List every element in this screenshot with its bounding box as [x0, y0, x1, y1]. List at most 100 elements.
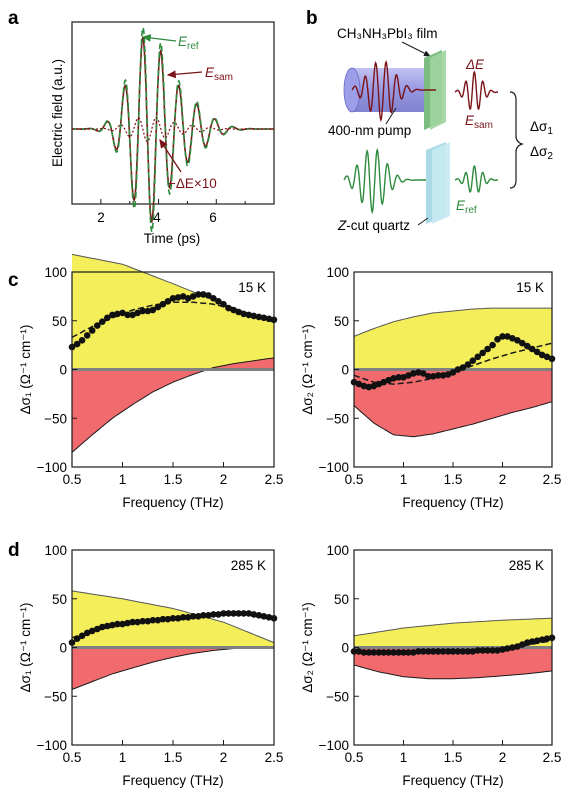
data-point: [439, 372, 447, 379]
pump-label: 400-nm pump: [328, 123, 411, 138]
panel-label-a: a: [8, 8, 19, 29]
data-point: [73, 340, 81, 348]
panel-b: CH₃NH₃PbI₃ film ΔE Esam 400-nm pump Eref…: [328, 26, 553, 233]
data-point: [474, 353, 482, 361]
a-eref-label: Eref: [178, 34, 199, 52]
data-point: [444, 648, 452, 655]
data-point: [104, 314, 111, 322]
data-point: [469, 357, 477, 365]
data-point: [543, 635, 551, 642]
y-axis-label: Δσ₁ (Ω⁻¹ cm⁻¹): [18, 603, 33, 693]
data-point: [464, 648, 472, 655]
data-point: [504, 645, 511, 652]
data-point: [454, 366, 462, 373]
a-esam-label: Esam: [205, 65, 233, 83]
data-point: [144, 307, 152, 315]
data-point: [528, 345, 536, 353]
data-point: [119, 309, 126, 317]
temperature-label: 15 K: [238, 280, 266, 295]
y-axis-label: Δσ₁ (Ω⁻¹ cm⁻¹): [18, 325, 33, 415]
data-point: [390, 649, 397, 656]
data-point: [459, 648, 467, 655]
data-point: [415, 648, 422, 655]
data-point: [189, 293, 197, 300]
data-point: [429, 373, 437, 380]
data-point: [499, 333, 506, 340]
reference-input-pulse: [343, 147, 426, 215]
data-point: [99, 623, 106, 631]
delta-e-arrow: [159, 138, 182, 173]
temperature-label: 15 K: [516, 280, 544, 295]
xtick-label: 1: [400, 472, 408, 487]
data-point: [144, 617, 152, 625]
lower-bound-curve: [353, 664, 553, 680]
xtick-label: 2.5: [265, 750, 284, 765]
data-point: [370, 649, 378, 656]
xtick-label: 1.5: [444, 472, 463, 487]
data-point: [250, 611, 258, 618]
data-point: [420, 370, 427, 377]
data-point: [164, 298, 172, 305]
xtick-label: 1.5: [444, 750, 463, 765]
data-point: [114, 620, 121, 628]
data-point: [149, 616, 157, 624]
chart-d-sigma1: 0.5 1 1.5 2 2.5 −100 −50 0 50 100 285 K Frequency (…: [18, 543, 283, 788]
data-point: [205, 612, 212, 619]
data-point: [149, 306, 157, 314]
data-point: [73, 635, 81, 642]
panel-label-c: c: [8, 270, 19, 291]
data-point: [245, 610, 253, 617]
data-point: [189, 613, 197, 620]
data-point: [375, 649, 383, 656]
xtick-label: 0.5: [63, 750, 82, 765]
temperature-label: 285 K: [509, 558, 544, 573]
panel-label-d: d: [8, 540, 20, 561]
data-point: [454, 648, 462, 655]
data-point: [129, 618, 136, 626]
ytick-label: 50: [334, 314, 349, 329]
output-bracket: [509, 91, 524, 189]
ytick-label: −50: [326, 689, 349, 704]
xtick-label: 1: [400, 750, 408, 765]
data-point: [230, 306, 237, 314]
data-point: [94, 625, 101, 633]
ytick-label: 50: [334, 592, 349, 607]
upper-bound-curve: [71, 590, 275, 644]
data-point: [519, 641, 526, 648]
x-axis-label: Frequency (THz): [402, 773, 503, 788]
film-arrow: [401, 41, 431, 57]
data-point: [255, 313, 263, 321]
data-point: [88, 327, 96, 334]
ytick-label: 0: [59, 363, 67, 378]
xtick-label: 2: [220, 750, 228, 765]
y-axis-label: Δσ₂ (Ω⁻¹ cm⁻¹): [300, 602, 315, 692]
xtick-label: 2: [499, 750, 507, 765]
data-point: [265, 614, 273, 621]
xtick-label: 1: [119, 472, 127, 487]
data-point: [195, 613, 202, 620]
a-xtick-4: 4: [153, 210, 161, 225]
a-ylabel: Electric field (a.u.): [50, 59, 65, 167]
e-sam-arrow: [166, 70, 203, 79]
xtick-label: 2.5: [265, 472, 284, 487]
data-point: [439, 648, 447, 655]
data-point: [205, 292, 212, 299]
data-point: [395, 649, 402, 656]
quartz-label-leader: [417, 217, 429, 226]
lower-bound-region: [72, 357, 274, 453]
upper-bound-curve: [353, 307, 552, 337]
data-point: [385, 649, 392, 656]
panel-label-b: b: [306, 8, 318, 29]
xtick-label: 2.5: [543, 750, 562, 765]
data-point: [220, 300, 227, 308]
data-point: [479, 647, 487, 654]
data-point: [519, 339, 526, 347]
data-point: [380, 649, 388, 656]
data-point: [255, 612, 263, 619]
data-point: [469, 648, 477, 655]
z-cut-quartz: [426, 142, 450, 224]
ytick-label: 100: [44, 543, 67, 558]
data-point: [355, 380, 363, 388]
panel-a-ticks: [71, 199, 246, 204]
data-point: [174, 294, 182, 301]
